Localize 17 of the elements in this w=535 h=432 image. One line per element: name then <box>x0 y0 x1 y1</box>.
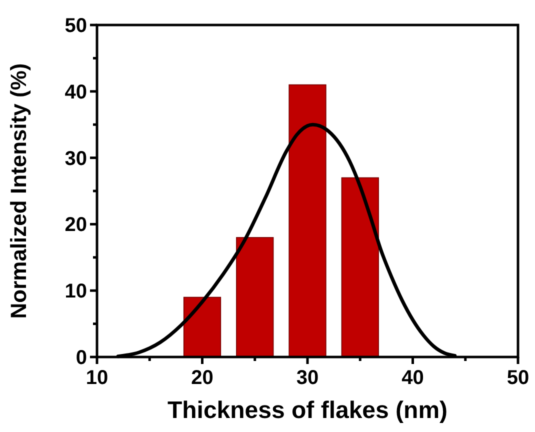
y-tick-label: 50 <box>64 15 87 37</box>
bar <box>341 177 379 358</box>
bar <box>183 296 222 358</box>
x-tick-label: 40 <box>402 367 424 389</box>
y-tick-label: 10 <box>64 280 87 303</box>
x-tick-label: 30 <box>296 367 319 389</box>
y-tick-label: 0 <box>76 347 87 369</box>
y-tick-label: 20 <box>64 214 87 236</box>
y-tick-label: 40 <box>64 81 87 104</box>
bar <box>288 84 326 358</box>
x-axis-title: Thickness of flakes (nm) <box>167 397 448 424</box>
bar <box>236 237 274 358</box>
x-tick-label: 10 <box>86 367 108 389</box>
y-tick-label: 30 <box>64 148 87 170</box>
y-axis-title: Normalized Intensity (%) <box>6 63 31 319</box>
x-tick-label: 50 <box>506 367 530 389</box>
x-tick-label: 20 <box>191 367 214 389</box>
